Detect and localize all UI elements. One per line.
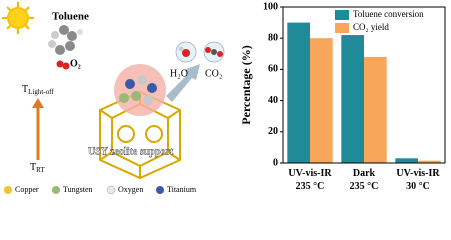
symbol: T [22,84,28,95]
element-legend: Copper Tungsten Oxygen Titanium [4,185,197,195]
product-label: H₂O [170,68,188,79]
legend-label: Titanium [167,185,197,194]
y-tick-label: 20 [268,126,278,137]
legend-label: CO₂ yield [353,22,389,32]
oxidant-label: O₂ [70,58,81,69]
bar [341,35,364,163]
y-tick-label: 40 [268,95,278,106]
nanoparticle [114,64,166,116]
product-arrow [166,64,200,102]
legend-label: Copper [15,185,39,194]
canvas: Toluene O₂ TLight-off TRT H₂O CO₂ USY ze… [2,1,446,195]
room-temperature-label: TRT [30,162,45,173]
support-label: USY zeolite support [88,146,174,157]
y-tick-label: 80 [268,32,278,43]
bar [310,38,333,164]
x-tick-label: Dark 235 °C [349,168,379,192]
illustration: Toluene O₂ TLight-off TRT H₂O CO₂ USY ze… [2,2,225,195]
symbol: T [30,162,36,173]
product-label: CO₂ [205,68,222,79]
reactant-label: Toluene [52,11,89,23]
o2-molecule [56,60,70,70]
subscript: Light-off [28,88,54,96]
arrow-head [32,98,44,108]
x-tick-label: UV-vis-IR 235 °C [288,168,332,192]
toluene-molecule [48,25,83,55]
h2o-molecule [175,41,197,63]
y-tick-label: 0 [273,157,278,168]
sun [2,2,34,34]
legend-label: Oxygen [118,185,143,194]
legend-swatch [335,10,349,20]
graphical-abstract: Toluene O₂ TLight-off TRT H₂O CO₂ USY ze… [2,1,446,195]
y-axis-label: Percentage (%) [239,45,253,124]
bar [364,56,387,163]
plot-frame [282,6,446,164]
y-tick-label: 60 [268,64,278,75]
bar [418,160,441,163]
co2-molecule [203,41,225,63]
legend-label: Toluene conversion [353,9,424,19]
light-off-label: TLight-off [22,84,54,95]
legend-label: Tungsten [63,185,93,194]
x-tick-label: UV-vis-IR 30 °C [396,168,440,192]
y-tick-label: 100 [263,1,278,12]
bar [395,158,418,163]
bar [287,22,310,163]
subscript: RT [36,166,45,174]
legend-swatch [335,23,349,33]
